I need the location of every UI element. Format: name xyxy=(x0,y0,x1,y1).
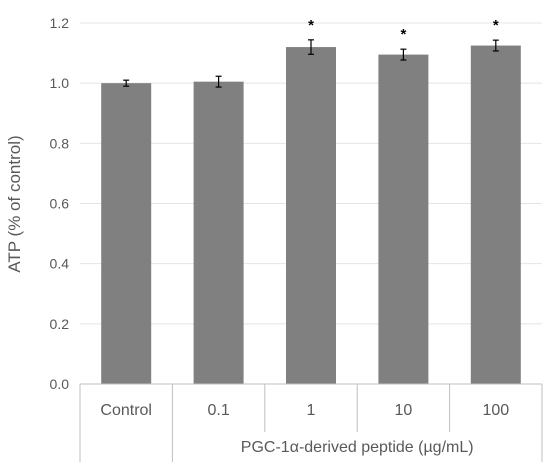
error-bars xyxy=(123,39,499,88)
x-tick-label: 1 xyxy=(307,402,316,419)
error-bar xyxy=(215,75,222,88)
significance-star: * xyxy=(308,17,314,34)
error-bar xyxy=(400,48,407,61)
y-tick-label: 0.4 xyxy=(50,256,70,272)
error-bar xyxy=(308,39,314,55)
y-tick-label: 0.2 xyxy=(50,316,70,332)
x-tick-label: Control xyxy=(100,402,152,419)
x-tick-label: 0.1 xyxy=(207,402,229,419)
y-tick-label: 0.8 xyxy=(50,135,70,151)
error-bar xyxy=(123,79,130,87)
bar xyxy=(193,81,244,384)
y-tick-labels: 0.0 0.2 0.4 0.6 0.8 1.0 1.2 xyxy=(50,15,70,392)
x-group-label: PGC-1α-derived peptide (µg/mL) xyxy=(241,439,474,456)
bar xyxy=(378,54,429,385)
significance-star: * xyxy=(400,26,406,43)
bars xyxy=(101,45,521,385)
x-tick-labels: Control 0.1 1 10 100 xyxy=(100,402,509,419)
bar xyxy=(101,83,152,385)
y-tick-label: 1.0 xyxy=(50,75,70,91)
error-bar xyxy=(492,39,499,52)
bar xyxy=(286,47,336,385)
x-tick-label: 100 xyxy=(482,402,509,419)
y-tick-label: 1.2 xyxy=(50,15,70,31)
y-tick-label: 0.0 xyxy=(50,376,70,392)
y-tick-label: 0.6 xyxy=(50,196,70,212)
significance-marks: * * * xyxy=(308,17,499,43)
significance-star: * xyxy=(493,17,499,34)
y-axis-title: ATP (% of control) xyxy=(5,135,24,272)
x-tick-label: 10 xyxy=(395,402,413,419)
bar xyxy=(470,45,521,384)
x-axis xyxy=(79,383,543,462)
